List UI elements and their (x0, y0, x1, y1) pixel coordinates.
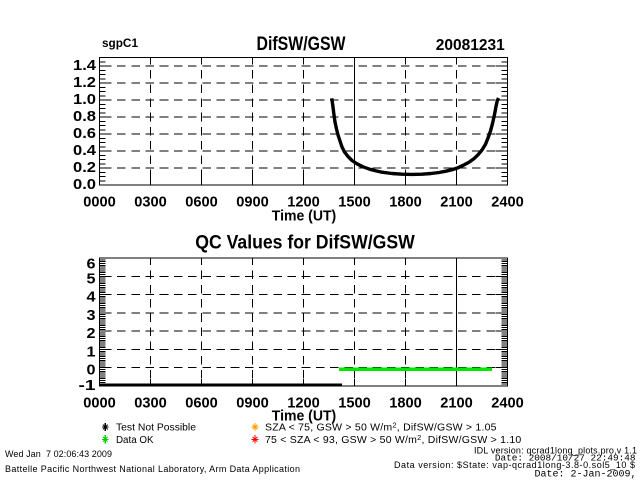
svg-text:6: 6 (87, 256, 96, 273)
svg-text:1200: 1200 (287, 194, 320, 211)
svg-text:1.4: 1.4 (73, 57, 97, 74)
svg-text:0.2: 0.2 (73, 159, 96, 176)
svg-text:Time (UT): Time (UT) (272, 208, 337, 225)
svg-text:20081231: 20081231 (436, 37, 505, 54)
svg-text:0600: 0600 (185, 194, 218, 211)
svg-text:0600: 0600 (185, 395, 218, 412)
svg-text:0000: 0000 (83, 194, 116, 211)
svg-text:IDL version: qcrad1long_plots.: IDL version: qcrad1long_plots.pro,v 1.1 (474, 446, 637, 456)
svg-text:sgpC1: sgpC1 (102, 38, 139, 50)
svg-text:Wed Jan 7 02:06:43 2009: Wed Jan 7 02:06:43 2009 (5, 449, 112, 459)
svg-text:0900: 0900 (236, 395, 269, 412)
svg-text:0300: 0300 (134, 194, 167, 211)
svg-text:Date: 2-Jan-2009,: Date: 2-Jan-2009, (534, 470, 636, 481)
svg-text:5: 5 (87, 270, 96, 287)
svg-text:-1: -1 (79, 377, 96, 394)
svg-text:Battelle Pacific Northwest Nat: Battelle Pacific Northwest National Labo… (5, 464, 300, 474)
svg-text:1800: 1800 (389, 194, 422, 211)
svg-text:Data OK: Data OK (116, 435, 154, 446)
svg-text:1.2: 1.2 (73, 74, 96, 91)
svg-text:1200: 1200 (287, 395, 320, 412)
svg-text:Time (UT): Time (UT) (272, 408, 337, 425)
svg-text:0.0: 0.0 (73, 176, 96, 193)
svg-text:0.4: 0.4 (73, 142, 97, 159)
svg-text:QC Values for DifSW/GSW: QC Values for DifSW/GSW (195, 233, 415, 254)
svg-text:0.6: 0.6 (73, 125, 96, 142)
svg-text:0300: 0300 (134, 395, 167, 412)
svg-text:2: 2 (87, 325, 96, 342)
svg-text:3: 3 (87, 307, 96, 324)
svg-text:1500: 1500 (338, 194, 371, 211)
svg-text:Data version: $State: vap-qcra: Data version: $State: vap-qcrad1long-3.8… (394, 460, 635, 470)
svg-text:4: 4 (87, 289, 97, 306)
svg-text:2400: 2400 (491, 395, 524, 412)
svg-text:2100: 2100 (440, 395, 473, 412)
svg-text:0000: 0000 (83, 395, 116, 412)
svg-text:Test Not Possible: Test Not Possible (116, 423, 196, 434)
svg-text:SZA < 75, GSW > 50 W/m2, DifSW: SZA < 75, GSW > 50 W/m2, DifSW/GSW > 1.0… (265, 421, 497, 434)
svg-text:2400: 2400 (491, 194, 524, 211)
svg-text:1800: 1800 (389, 395, 422, 412)
svg-text:1500: 1500 (338, 395, 371, 412)
svg-text:75 < SZA < 93, GSW > 50 W/m2,: 75 < SZA < 93, GSW > 50 W/m2, DifSW/GSW … (265, 433, 521, 446)
svg-text:1.0: 1.0 (73, 91, 96, 108)
svg-text:DifSW/GSW: DifSW/GSW (257, 34, 346, 55)
svg-text:0: 0 (87, 362, 96, 379)
svg-text:0.8: 0.8 (73, 108, 96, 125)
svg-text:2100: 2100 (440, 194, 473, 211)
svg-text:Date: 2008/10/27 22:49:48: Date: 2008/10/27 22:49:48 (495, 453, 636, 464)
svg-text:1: 1 (87, 343, 96, 360)
svg-text:0900: 0900 (236, 194, 269, 211)
